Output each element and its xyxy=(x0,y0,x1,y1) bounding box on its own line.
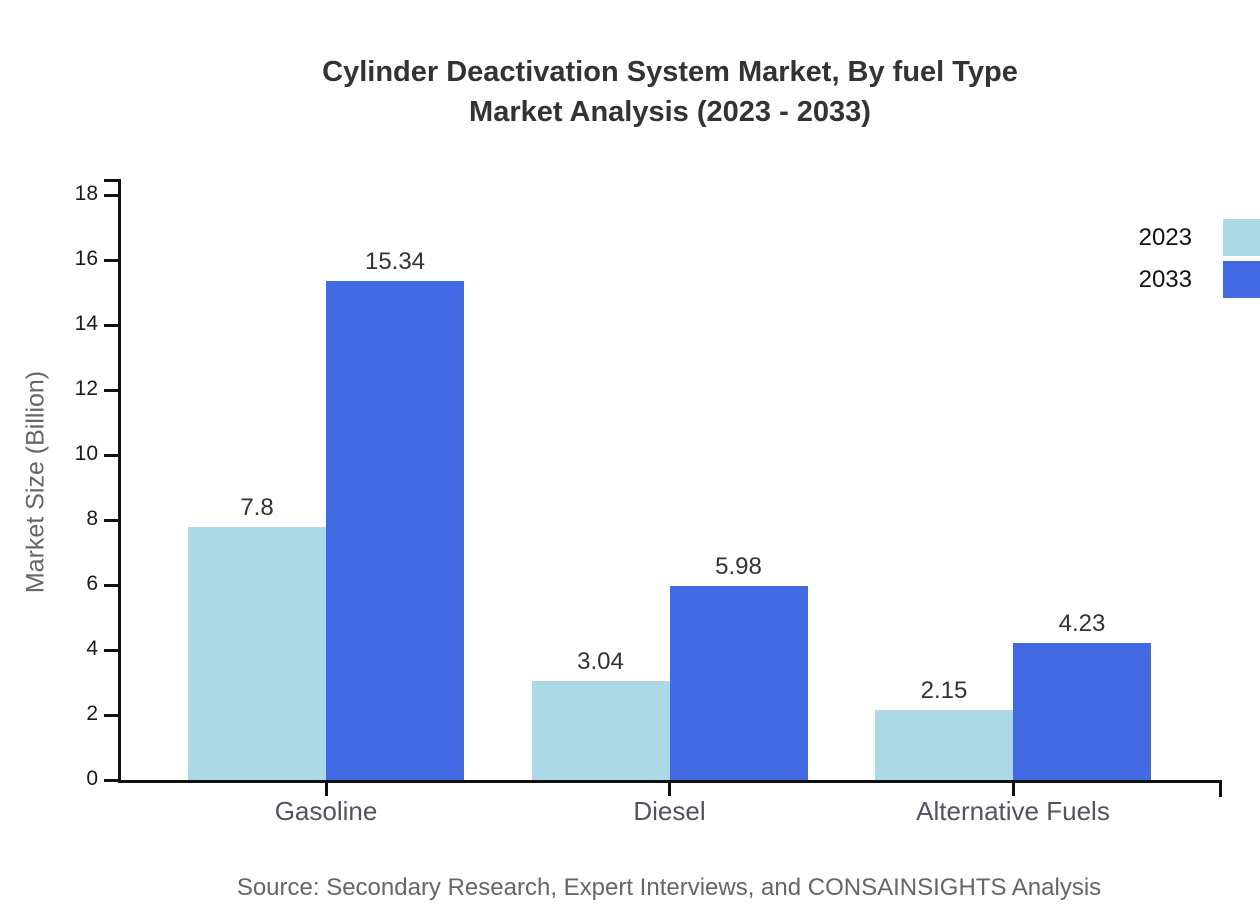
bar-value-label: 2.15 xyxy=(920,677,968,705)
y-tick xyxy=(104,454,118,457)
bar-2023-gasoline xyxy=(188,526,326,780)
legend-item-2023: 2023 xyxy=(1139,219,1260,256)
x-tick xyxy=(668,783,671,796)
bar-2033-alternative-fuels xyxy=(1013,642,1151,780)
x-axis-end-cap xyxy=(1219,780,1222,797)
bar-value-label: 3.04 xyxy=(577,648,624,676)
bar-2033-gasoline xyxy=(326,281,464,780)
x-tick xyxy=(324,783,328,796)
bar-value-label: 7.8 xyxy=(240,493,274,521)
source-note: Source: Secondary Research, Expert Inter… xyxy=(236,874,1102,901)
y-tick-label: 18 xyxy=(74,182,98,205)
bar-2023-alternative-fuels xyxy=(875,710,1013,780)
y-axis-end-cap xyxy=(104,179,121,182)
y-tick xyxy=(104,779,118,782)
y-tick xyxy=(104,259,118,262)
y-tick xyxy=(104,649,118,652)
chart-title-line2: Market Analysis (2023 - 2033) xyxy=(469,96,871,128)
y-tick xyxy=(104,194,118,197)
legend-item-2033: 2033 xyxy=(1139,261,1260,298)
x-category-label: Alternative Fuels xyxy=(916,796,1110,826)
chart-title-line1: Cylinder Deactivation System Market, By … xyxy=(322,56,1018,88)
y-tick xyxy=(104,389,118,392)
y-tick-label: 16 xyxy=(74,247,98,270)
bar-value-label: 5.98 xyxy=(715,552,762,580)
legend-swatch xyxy=(1223,261,1260,298)
bar-2033-diesel xyxy=(669,585,808,780)
y-tick xyxy=(104,714,118,717)
legend-swatch xyxy=(1223,219,1260,256)
bar-2023-diesel xyxy=(531,681,670,780)
y-tick-label: 8 xyxy=(86,507,98,530)
y-tick-label: 14 xyxy=(74,312,98,335)
y-tick-label: 4 xyxy=(86,637,98,660)
x-category-label: Gasoline xyxy=(274,796,378,826)
y-axis-line xyxy=(118,179,121,783)
y-tick-label: 2 xyxy=(86,702,98,725)
legend-label: 2023 xyxy=(1138,223,1192,251)
chart-title: Cylinder Deactivation System Market, By … xyxy=(80,52,1260,132)
x-axis-line xyxy=(118,780,1222,783)
y-tick-label: 12 xyxy=(74,377,98,400)
y-tick-label: 10 xyxy=(74,442,98,465)
y-tick xyxy=(104,324,118,327)
x-tick xyxy=(1011,783,1015,796)
bar-value-label: 4.23 xyxy=(1058,609,1106,637)
legend-label: 2033 xyxy=(1138,265,1192,293)
x-category-label: Diesel xyxy=(633,796,706,826)
legend: 2023 2033 xyxy=(1139,219,1260,303)
y-tick-label: 0 xyxy=(86,767,98,790)
bar-value-label: 15.34 xyxy=(364,248,426,276)
y-tick xyxy=(104,519,118,522)
y-tick xyxy=(104,584,118,587)
y-tick-label: 6 xyxy=(86,572,98,595)
